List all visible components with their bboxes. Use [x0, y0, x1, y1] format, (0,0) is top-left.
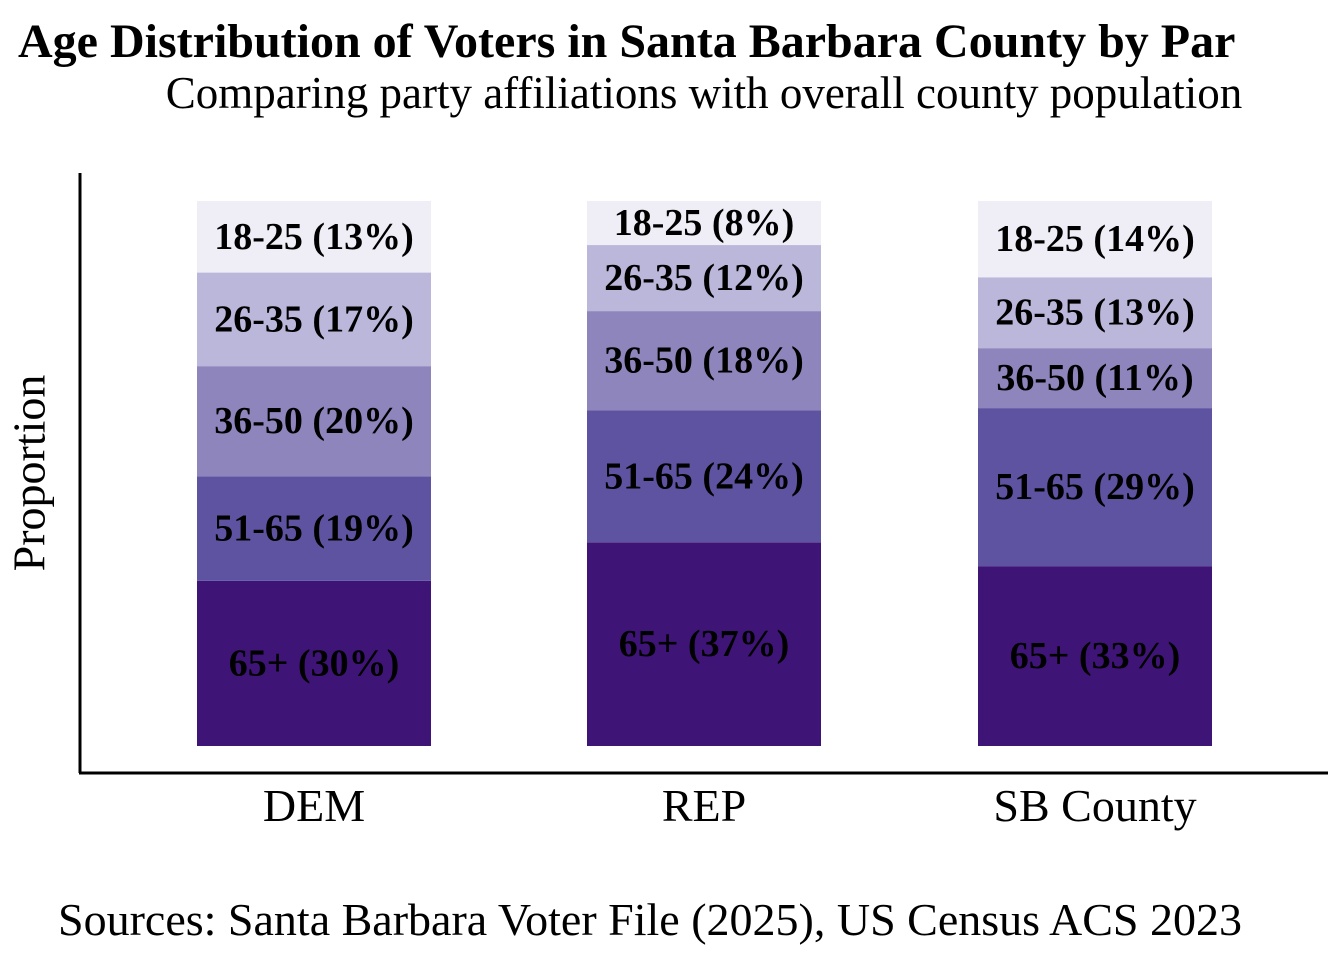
segment-label: 36-50 (11%)	[996, 357, 1193, 399]
x-tick-label: REP	[662, 780, 746, 831]
bar-segment-sb-county-51-65	[978, 408, 1212, 567]
chart-subtitle: Comparing party affiliations with overal…	[165, 68, 1243, 118]
segment-label: 65+ (30%)	[229, 642, 399, 684]
segment-label: 51-65 (19%)	[214, 508, 413, 550]
bar-segment-dem-18-25	[197, 201, 431, 273]
segment-label: 36-50 (18%)	[604, 340, 803, 382]
segment-label: 26-35 (12%)	[604, 257, 803, 299]
segment-label: 36-50 (20%)	[214, 400, 413, 442]
segment-label: 18-25 (14%)	[995, 218, 1194, 260]
bar-segment-sb-county-18-25	[978, 201, 1212, 278]
segment-label: 18-25 (8%)	[614, 202, 794, 244]
segment-labels-group: 65+ (30%) 51-65 (19%) 36-50 (20%) 26-35 (17…	[214, 202, 1194, 684]
stacked-bar-chart: 65+ (30%) 51-65 (19%) 36-50 (20%) 26-35 (17…	[4, 173, 1328, 831]
bars-group	[197, 201, 1212, 746]
bar-segment-rep-36-50	[587, 311, 821, 411]
x-tick-label: SB County	[993, 780, 1196, 831]
bar-segment-dem-65+	[197, 580, 431, 746]
bar-segment-rep-26-35	[587, 245, 821, 312]
segment-label: 51-65 (29%)	[995, 466, 1194, 508]
y-axis-title: Proportion	[4, 375, 55, 572]
x-tick-label: DEM	[263, 780, 365, 831]
segment-label: 26-35 (13%)	[995, 292, 1194, 334]
segment-label: 65+ (37%)	[619, 623, 789, 665]
chart-caption: Sources: Santa Barbara Voter File (2025)…	[58, 894, 1243, 945]
bar-segment-rep-51-65	[587, 410, 821, 543]
segment-label: 65+ (33%)	[1010, 635, 1180, 677]
chart-title: Age Distribution of Voters in Santa Barb…	[18, 15, 1236, 68]
bar-segment-dem-51-65	[197, 476, 431, 581]
category-labels-group: DEM REP SB County	[263, 780, 1197, 831]
segment-label: 26-35 (17%)	[214, 298, 413, 340]
segment-label: 51-65 (24%)	[604, 455, 803, 497]
bar-segment-sb-county-36-50	[978, 348, 1212, 409]
bar-segment-rep-18-25	[587, 201, 821, 246]
bar-segment-dem-36-50	[197, 366, 431, 477]
bar-segment-sb-county-65+	[978, 566, 1212, 746]
segment-label: 18-25 (13%)	[214, 216, 413, 258]
bar-segment-sb-county-26-35	[978, 277, 1212, 349]
bar-segment-rep-65+	[587, 542, 821, 746]
bar-segment-dem-26-35	[197, 272, 431, 367]
